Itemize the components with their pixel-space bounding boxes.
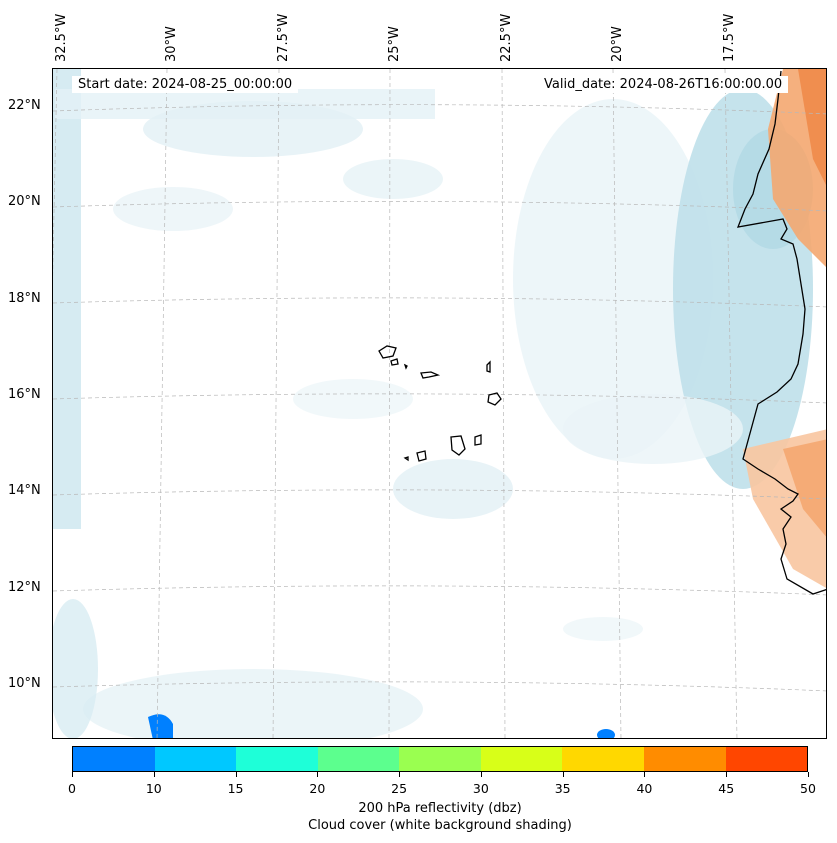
lon-label-20w: 20°W (610, 26, 625, 62)
colorbar-tick (562, 772, 564, 777)
colorbar-tick-label: 25 (391, 781, 408, 796)
colorbar-segment-8 (725, 747, 808, 771)
colorbar-tick-label: 15 (227, 781, 244, 796)
colorbar-tick-label: 0 (68, 781, 76, 796)
lat-label-12n: 12°N (8, 580, 41, 595)
start-date-label: Start date: 2024-08-25_00:00:00 (72, 76, 299, 93)
colorbar-tick (808, 772, 809, 777)
colorbar-segment-3 (317, 747, 400, 771)
colorbar-tick-label: 50 (800, 781, 816, 796)
colorbar-segment-6 (562, 747, 644, 771)
colorbar-tick-label: 35 (554, 781, 571, 796)
valid-date-label: Valid_date: 2024-08-26T16:00:00.00 (538, 76, 789, 93)
cloud-cover-shading (53, 69, 813, 738)
lon-label-32-5w: 32.5°W (54, 13, 69, 62)
colorbar-tick (235, 772, 237, 777)
map-canvas (53, 69, 826, 738)
lat-label-10n: 10°N (8, 676, 41, 691)
colorbar-tick-label: 30 (472, 781, 489, 796)
cape-verde-islands (378, 345, 502, 462)
map-panel[interactable] (52, 68, 827, 739)
colorbar-tick (480, 772, 482, 777)
colorbar-tick-label: 20 (309, 781, 326, 796)
colorbar-tick-label: 10 (145, 781, 162, 796)
colorbar-segment-2 (236, 747, 318, 771)
colorbar-tick-label: 40 (636, 781, 653, 796)
colorbar-tick (726, 772, 728, 777)
colorbar-title: 200 hPa reflectivity (dbz) (358, 801, 522, 816)
reflectivity-shading (148, 69, 826, 738)
africa-coastline (736, 70, 826, 595)
colorbar-tick (644, 772, 646, 777)
lat-label-20n: 20°N (8, 194, 41, 209)
lon-label-30w: 30°W (164, 26, 179, 62)
lon-label-22-5w: 22.5°W (499, 13, 514, 62)
colorbar-subtitle: Cloud cover (white background shading) (308, 818, 572, 833)
colorbar (72, 746, 808, 772)
lon-label-25w: 25°W (387, 26, 402, 62)
gridlines (53, 69, 826, 738)
colorbar-segment-1 (154, 747, 237, 771)
colorbar-tick-label: 45 (718, 781, 735, 796)
colorbar-segment-7 (643, 747, 726, 771)
lat-label-22n: 22°N (8, 98, 41, 113)
colorbar-segment-4 (399, 747, 481, 771)
colorbar-segment-0 (73, 747, 155, 771)
lon-label-17-5w: 17.5°W (722, 13, 737, 62)
colorbar-tick (317, 772, 319, 777)
lat-label-14n: 14°N (8, 483, 41, 498)
colorbar-tick (153, 772, 155, 777)
lat-label-18n: 18°N (8, 291, 41, 306)
lon-label-27-5w: 27.5°W (276, 13, 291, 62)
colorbar-tick (72, 772, 73, 777)
colorbar-segment-5 (480, 747, 563, 771)
colorbar-tick (399, 772, 401, 777)
lat-label-16n: 16°N (8, 387, 41, 402)
